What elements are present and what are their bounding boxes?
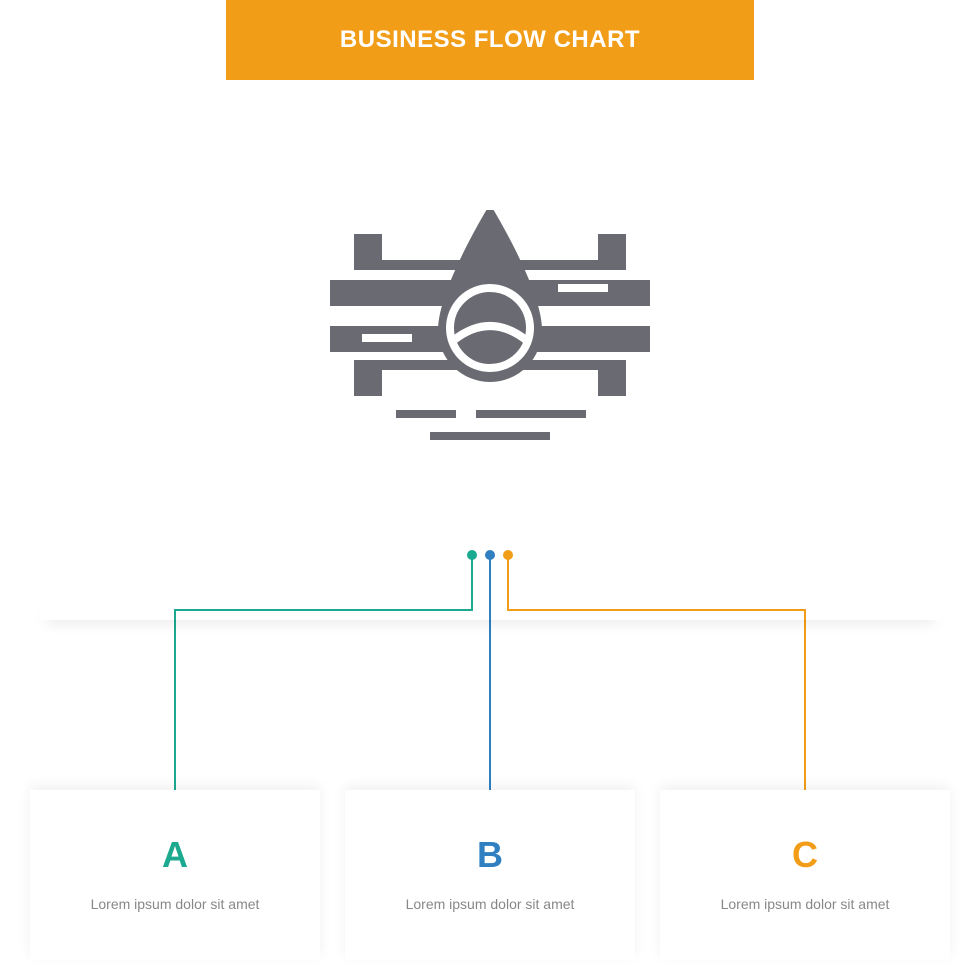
- card-body: Lorem ipsum dolor sit amet: [30, 894, 320, 915]
- card-body: Lorem ipsum dolor sit amet: [660, 894, 950, 915]
- connector-lines: [0, 550, 980, 810]
- horizontal-shadow: [40, 600, 940, 620]
- card-letter: A: [30, 834, 320, 876]
- cards-row: A Lorem ipsum dolor sit amet B Lorem ips…: [0, 790, 980, 960]
- card-a: A Lorem ipsum dolor sit amet: [30, 790, 320, 960]
- card-body: Lorem ipsum dolor sit amet: [345, 894, 635, 915]
- central-icon: [300, 210, 680, 470]
- pipe-drop-icon: [330, 210, 650, 440]
- card-c: C Lorem ipsum dolor sit amet: [660, 790, 950, 960]
- header-bar: BUSINESS FLOW CHART: [226, 0, 754, 80]
- card-b: B Lorem ipsum dolor sit amet: [345, 790, 635, 960]
- page-title: BUSINESS FLOW CHART: [340, 26, 640, 54]
- card-letter: C: [660, 834, 950, 876]
- card-letter: B: [345, 834, 635, 876]
